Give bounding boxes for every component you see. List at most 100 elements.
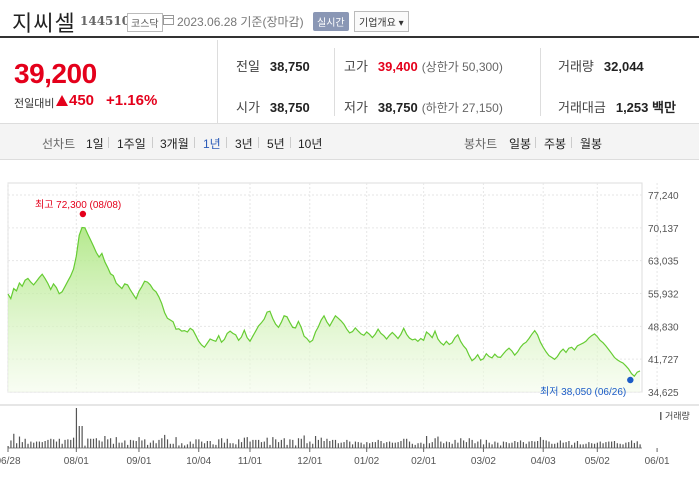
volume-bar xyxy=(545,440,547,448)
volume-bar xyxy=(84,445,86,448)
change-value: 450 xyxy=(69,92,95,109)
volume-bar xyxy=(332,439,334,448)
chart-tab-bar: 선차트 1일 1주일 3개월 1년 3년 5년 10년 봉차트 일봉 주봉 월봉 xyxy=(0,124,699,160)
volume-bar xyxy=(78,426,80,448)
stat-open: 시가 38,750 xyxy=(236,97,310,116)
volume-bar xyxy=(277,442,280,448)
volume-bar xyxy=(90,438,92,448)
tab-daily[interactable]: 일봉 xyxy=(509,137,532,151)
volume-bar xyxy=(215,444,217,448)
x-tick-label: 12/01 xyxy=(297,456,322,467)
volume-bar xyxy=(454,439,456,448)
tab-3m[interactable]: 3개월 xyxy=(160,137,189,151)
stat-value: 38,750 xyxy=(269,100,310,115)
volume-bar xyxy=(50,438,52,448)
stat-value: 39,400 xyxy=(377,59,418,74)
upper-limit: (상한가 50,300) xyxy=(421,60,503,74)
stat-value: 32,044 xyxy=(603,59,644,74)
volume-bar xyxy=(585,443,587,448)
realtime-button[interactable]: 실시간 xyxy=(313,12,349,31)
volume-bar xyxy=(132,440,134,448)
tab-monthly[interactable]: 월봉 xyxy=(580,137,603,151)
volume-bar xyxy=(243,437,245,448)
volume-bar xyxy=(559,440,561,448)
candle-chart-label: 봉차트 xyxy=(464,137,498,151)
volume-bar xyxy=(622,444,624,448)
volume-bar xyxy=(95,438,97,448)
y-tick-label: 55,932 xyxy=(648,290,679,301)
tab-5y[interactable]: 5년 xyxy=(267,137,285,151)
volume-bar xyxy=(465,442,468,448)
volume-bar xyxy=(127,444,129,448)
volume-bar xyxy=(613,441,616,448)
volume-bar xyxy=(505,442,507,448)
volume-bar xyxy=(474,443,476,448)
volume-bar xyxy=(408,441,411,448)
volume-bar xyxy=(72,437,75,448)
volume-bar xyxy=(568,441,570,448)
volume-bar xyxy=(7,446,9,448)
volume-bar xyxy=(35,441,38,448)
x-tick-label: 04/03 xyxy=(531,456,556,467)
y-tick-label: 41,727 xyxy=(648,355,679,366)
volume-bar xyxy=(300,438,302,448)
volume-bar xyxy=(360,442,362,448)
volume-bar xyxy=(184,445,186,448)
volume-bar xyxy=(107,439,109,448)
x-tick-label: 09/01 xyxy=(126,456,151,467)
volume-bar xyxy=(223,442,226,448)
volume-bar xyxy=(209,441,211,448)
price-line xyxy=(7,226,641,378)
volume-bar xyxy=(112,443,115,448)
volume-bar xyxy=(246,437,248,448)
volume-bar xyxy=(519,440,522,448)
volume-bar xyxy=(172,443,174,448)
volume-bar xyxy=(636,441,638,448)
price-chart: 77,240 70,137 63,035 55,932 48,830 41,727 34,6… xyxy=(0,160,699,478)
tab-1w[interactable]: 1주일 xyxy=(117,137,146,151)
market-badge: 코스닥 xyxy=(127,13,163,32)
volume-bar xyxy=(229,443,231,448)
volume-bar xyxy=(420,442,422,448)
company-overview-dropdown[interactable]: 기업개요 ▾ xyxy=(354,11,409,32)
volume-bar xyxy=(371,442,374,448)
volume-bar xyxy=(380,441,382,448)
volume-bar xyxy=(417,443,419,448)
tab-1d[interactable]: 1일 xyxy=(86,137,104,151)
volume-bar xyxy=(571,444,573,448)
tab-10y[interactable]: 10년 xyxy=(298,137,323,151)
volume-bar xyxy=(75,408,78,448)
volume-bar xyxy=(47,439,49,448)
volume-bar xyxy=(403,438,405,448)
volume-bar xyxy=(391,442,394,448)
volume-bar xyxy=(309,441,311,448)
volume-bar xyxy=(158,439,160,448)
volume-bar xyxy=(471,439,473,448)
tab-weekly[interactable]: 주봉 xyxy=(544,137,567,151)
volume-bar xyxy=(53,439,55,448)
y-tick-label: 70,137 xyxy=(648,224,679,235)
volume-bar xyxy=(314,436,317,448)
volume-bar xyxy=(414,444,416,448)
volume-bar xyxy=(201,441,203,448)
volume-bar xyxy=(10,440,12,448)
volume-bar xyxy=(349,441,351,448)
volume-bar xyxy=(70,439,72,448)
volume-bar xyxy=(388,441,391,448)
volume-bar xyxy=(275,439,277,448)
tab-1y[interactable]: 1년 xyxy=(203,137,221,151)
divider xyxy=(334,48,335,116)
volume-bar xyxy=(354,441,357,448)
volume-bar xyxy=(260,442,263,448)
up-arrow-icon xyxy=(56,95,68,106)
volume-bar xyxy=(616,443,618,448)
volume-bar xyxy=(317,439,320,448)
stat-label: 고가 xyxy=(344,59,368,74)
volume-bar xyxy=(144,439,146,448)
volume-bar xyxy=(608,441,610,448)
tab-3y[interactable]: 3년 xyxy=(235,137,253,151)
volume-bar xyxy=(138,437,140,448)
y-tick-label: 48,830 xyxy=(648,322,679,333)
volume-bar xyxy=(334,439,337,448)
tab-separator xyxy=(152,137,153,148)
